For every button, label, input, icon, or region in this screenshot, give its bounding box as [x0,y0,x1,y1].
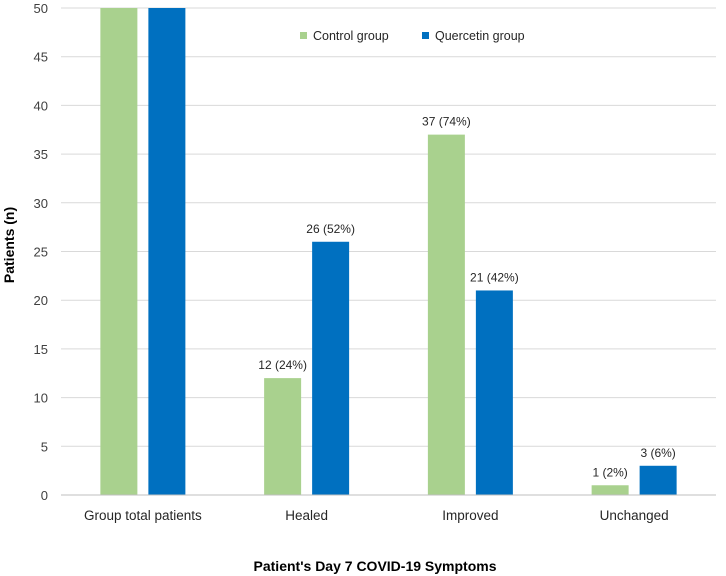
data-label-quercetin-group-unchanged: 3 (6%) [640,446,675,460]
bar-control-group-healed [264,378,302,495]
y-tick-20: 20 [34,293,48,308]
category-label-healed: Healed [285,508,328,523]
legend-label-quercetin-group: Quercetin group [435,29,525,43]
category-labels: Group total patients Healed Improved Unchan… [84,508,669,523]
y-tick-45: 45 [34,50,48,65]
y-tick-5: 5 [41,439,48,454]
bar-control-group-unchanged [591,485,629,495]
bar-quercetin-group-unchanged [639,465,677,495]
category-label-improved: Improved [442,508,498,523]
category-label-group-total-patients: Group total patients [84,508,202,523]
bar-quercetin-group-improved [475,290,513,495]
y-tick-50: 50 [34,1,48,16]
bar-control-group-group-total-patients [100,8,138,495]
data-label-control-group-improved: 37 (74%) [422,115,471,129]
legend-label-control-group: Control group [313,29,389,43]
y-tick-10: 10 [34,391,48,406]
y-tick-35: 35 [34,147,48,162]
data-label-control-group-unchanged: 1 (2%) [592,465,627,479]
y-axis-title: Patients (n) [1,207,17,283]
bar-control-group-improved [427,134,465,495]
data-label-quercetin-group-improved: 21 (42%) [470,270,519,284]
bars [100,8,677,495]
y-tick-0: 0 [41,488,48,503]
legend-swatch-quercetin-group [422,32,429,39]
legend: Control group Quercetin group [300,29,525,43]
y-tick-labels: 0 5 10 15 20 25 30 35 40 45 50 [34,1,48,503]
legend-swatch-control-group [300,32,307,39]
data-label-control-group-healed: 12 (24%) [258,358,307,372]
bar-quercetin-group-group-total-patients [148,8,186,495]
data-label-quercetin-group-healed: 26 (52%) [306,222,355,236]
bar-quercetin-group-healed [312,241,350,495]
data-labels: 12 (24%) 26 (52%) 37 (74%) 21 (42%) 1 (2%) 3 … [258,115,676,480]
y-tick-30: 30 [34,196,48,211]
y-tick-25: 25 [34,245,48,260]
y-tick-40: 40 [34,98,48,113]
y-tick-15: 15 [34,342,48,357]
category-label-unchanged: Unchanged [600,508,669,523]
x-axis-title: Patient's Day 7 COVID-19 Symptoms [254,558,497,574]
